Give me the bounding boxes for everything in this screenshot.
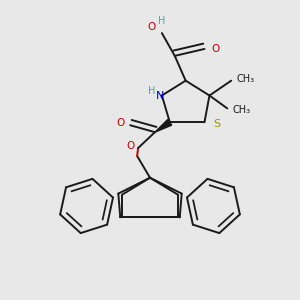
Text: CH₃: CH₃ [232,105,250,116]
Text: O: O [126,141,134,151]
Text: O: O [211,44,220,54]
Text: N: N [156,91,164,100]
Text: H: H [148,85,156,96]
Text: O: O [148,22,156,32]
Text: CH₃: CH₃ [236,74,254,84]
Text: O: O [116,118,124,128]
Polygon shape [155,119,172,132]
Text: H: H [158,16,166,26]
Text: S: S [213,119,220,129]
